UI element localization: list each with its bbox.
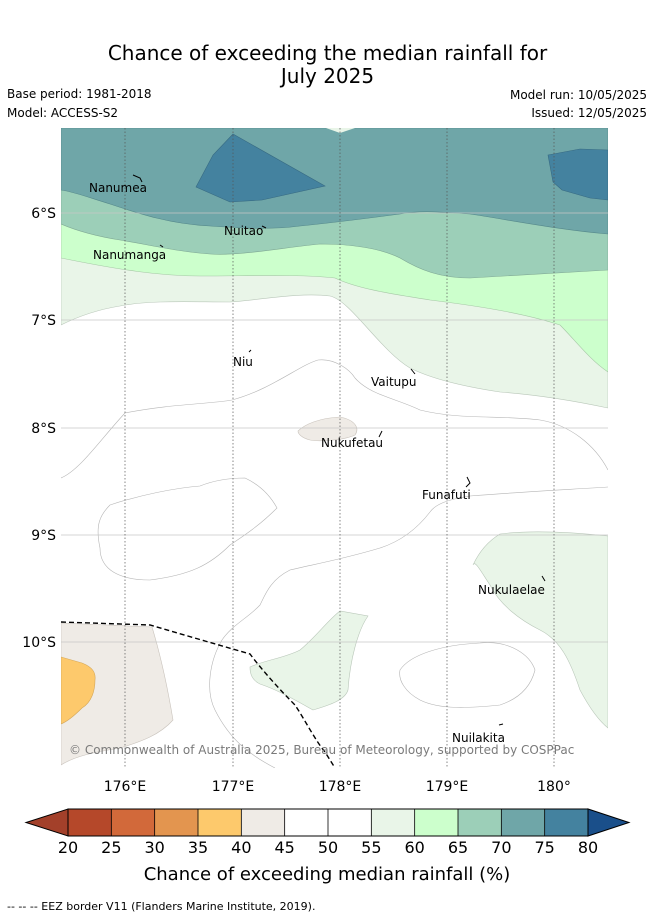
colorbar-tick-label: 35 xyxy=(188,838,208,857)
colorbar-segment xyxy=(328,809,372,836)
contour-50-outline-south xyxy=(399,642,536,708)
nuilakita-atoll xyxy=(498,723,504,726)
island-labels: Nanumea Nuitao Nanumanga Niu Vaitupu Nuk… xyxy=(89,181,545,745)
niu-atoll xyxy=(248,349,252,353)
eez-footnote: -- -- -- EEZ border V11 (Flanders Marine… xyxy=(7,900,316,913)
eez-border xyxy=(61,621,336,768)
colorbar: 20 25 30 35 40 45 50 55 60 65 70 75 80 xyxy=(24,808,631,857)
colorbar-tick-label: 65 xyxy=(448,838,468,857)
contour-35-40-southwest xyxy=(61,656,96,725)
colorbar-segment xyxy=(458,809,502,836)
base-period: Base period: 1981-2018 xyxy=(7,87,152,101)
nukulaelae-atoll xyxy=(541,575,546,582)
island-label-nuilakita: Nuilakita xyxy=(452,731,505,745)
colorbar-tick-label: 45 xyxy=(274,838,294,857)
colorbar-tick-label: 50 xyxy=(318,838,338,857)
island-label-funafuti: Funafuti xyxy=(422,488,471,502)
issued-date: Issued: 12/05/2025 xyxy=(531,106,647,120)
probability-map xyxy=(61,128,608,768)
colorbar-tick-label: 75 xyxy=(534,838,554,857)
colorbar-label: Chance of exceeding median rainfall (%) xyxy=(144,864,511,885)
island-shapes xyxy=(132,174,546,726)
contour-40-45-southwest xyxy=(61,622,174,766)
colorbar-segment xyxy=(68,809,112,836)
contour-55-60-top-edge xyxy=(326,128,355,133)
lat-label: 10°S xyxy=(22,635,56,651)
lon-label: 179°E xyxy=(426,779,469,795)
contour-75-80-east xyxy=(547,148,608,201)
colorbar-tick-label: 80 xyxy=(578,838,598,857)
contour-55-60-southeast xyxy=(472,531,608,729)
island-label-nuitao: Nuitao xyxy=(224,224,263,238)
colorbar-segment xyxy=(154,809,198,836)
contour-40-45-nukufetau xyxy=(297,416,358,442)
map-title-line-1: Chance of exceeding the median rainfall … xyxy=(107,41,548,65)
latitude-gridlines xyxy=(61,212,608,643)
colorbar-tick-label: 30 xyxy=(144,838,164,857)
colorbar-segment xyxy=(198,809,242,836)
contour-50-outline-north xyxy=(61,359,608,479)
map-title-line-2: July 2025 xyxy=(280,64,375,88)
island-label-vaitupu: Vaitupu xyxy=(371,375,417,389)
contour-70-75 xyxy=(61,128,608,235)
colorbar-segment xyxy=(284,809,328,836)
colorbar-segment xyxy=(111,809,155,836)
vaitupu-atoll xyxy=(410,368,416,375)
nanumea-atoll xyxy=(132,174,143,183)
contour-50-outline-middle xyxy=(97,477,278,581)
funafuti-atoll xyxy=(465,476,471,488)
nukufetau-atoll xyxy=(378,430,383,438)
colorbar-tick-label: 40 xyxy=(231,838,251,857)
lon-label: 177°E xyxy=(212,779,255,795)
colorbar-frame xyxy=(67,808,589,837)
lon-label: 176°E xyxy=(104,779,147,795)
lon-label: 178°E xyxy=(319,779,362,795)
lon-label: 180° xyxy=(537,779,571,795)
colorbar-segment xyxy=(241,809,285,836)
colorbar-tick-label: 20 xyxy=(58,838,78,857)
longitude-gridlines xyxy=(124,128,555,768)
colorbar-segment xyxy=(501,809,545,836)
lat-label: 6°S xyxy=(31,206,56,222)
island-label-nanumea: Nanumea xyxy=(89,181,147,195)
colorbar-over-arrow xyxy=(587,808,631,837)
colorbar-tick-label: 70 xyxy=(491,838,511,857)
contour-75-80-west xyxy=(195,133,326,203)
island-label-niu: Niu xyxy=(233,355,253,369)
nanumanga-atoll xyxy=(159,244,164,248)
island-label-nukulaelae: Nukulaelae xyxy=(478,583,545,597)
colorbar-tick-label: 25 xyxy=(101,838,121,857)
colorbar-segment xyxy=(414,809,458,836)
colorbar-tick-label: 60 xyxy=(404,838,424,857)
latitude-labels: 6°S 7°S 8°S 9°S 10°S xyxy=(22,206,56,651)
contour-55-60-south xyxy=(249,610,369,711)
copyright-text: © Commonwealth of Australia 2025, Bureau… xyxy=(69,743,574,757)
lat-label: 9°S xyxy=(31,528,56,544)
model-name: Model: ACCESS-S2 xyxy=(7,106,119,120)
island-label-nukufetau: Nukufetau xyxy=(321,436,383,450)
lat-label: 8°S xyxy=(31,421,56,437)
colorbar-segment xyxy=(544,809,588,836)
lat-label: 7°S xyxy=(31,313,56,329)
colorbar-tick-label: 55 xyxy=(361,838,381,857)
colorbar-under-arrow xyxy=(24,808,69,837)
island-label-nanumanga: Nanumanga xyxy=(93,248,166,262)
colorbar-segment xyxy=(371,809,415,836)
longitude-labels: 176°E 177°E 178°E 179°E 180° xyxy=(104,779,571,795)
model-run-date: Model run: 10/05/2025 xyxy=(509,88,647,102)
nuitao-atoll xyxy=(261,225,267,229)
contour-50-outline-east xyxy=(209,486,608,768)
